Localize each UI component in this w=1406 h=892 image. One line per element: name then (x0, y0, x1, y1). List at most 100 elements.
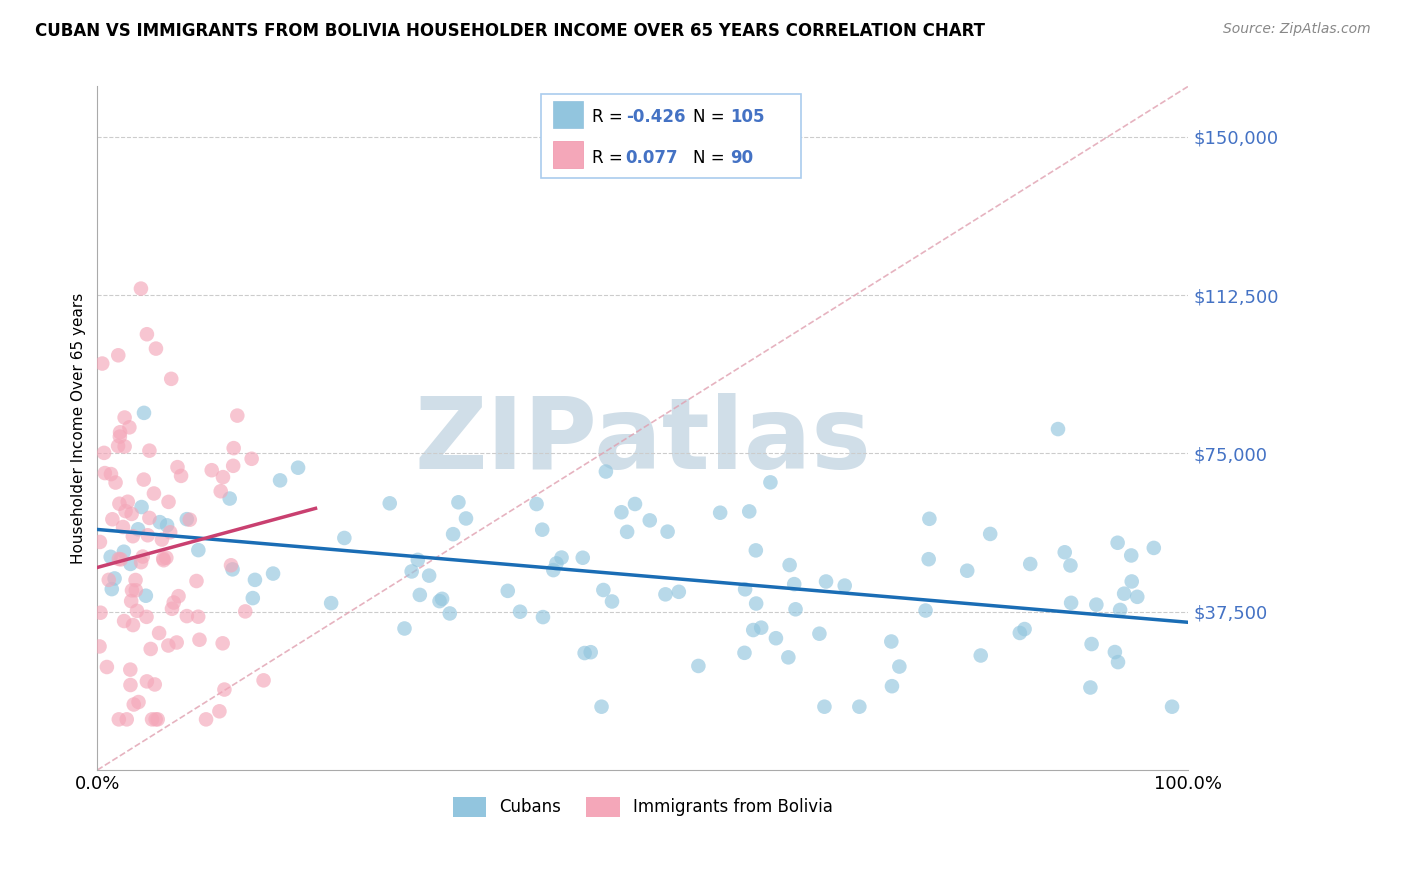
Point (222, 441, 245, 455)
Point (135, 327, 157, 342)
Point (115, 712, 138, 726)
Point (218, 491, 240, 506)
Point (269, 474, 291, 488)
Point (170, 469, 193, 483)
Point (122, 618, 145, 632)
Point (222, 458, 245, 473)
Point (454, 511, 477, 525)
Point (150, 533, 173, 547)
Point (226, 409, 249, 423)
Point (848, 699, 870, 714)
Point (447, 495, 470, 509)
Point (129, 555, 152, 569)
Point (157, 495, 180, 509)
Point (159, 525, 181, 540)
Point (145, 712, 167, 726)
Point (610, 505, 633, 519)
Point (600, 594, 623, 608)
Point (187, 609, 209, 624)
Point (125, 583, 148, 598)
Point (321, 596, 343, 610)
Point (759, 475, 782, 490)
Point (219, 558, 242, 573)
Point (121, 507, 143, 521)
Point (176, 609, 198, 624)
Point (1014, 622, 1036, 636)
Point (785, 602, 807, 616)
Point (765, 631, 787, 645)
Point (111, 520, 134, 534)
Point (429, 594, 451, 608)
Point (574, 646, 596, 660)
Point (654, 587, 676, 601)
Point (120, 678, 142, 692)
Point (120, 663, 142, 677)
Point (1161, 699, 1184, 714)
Point (143, 677, 166, 691)
Point (550, 550, 572, 565)
Point (571, 550, 593, 565)
Point (592, 582, 614, 597)
Point (114, 440, 136, 454)
Point (745, 543, 768, 558)
Point (166, 635, 188, 649)
Text: R =: R = (592, 108, 628, 126)
Point (1059, 558, 1081, 573)
Point (176, 512, 198, 526)
Point (834, 578, 856, 592)
Point (136, 528, 159, 542)
Point (1107, 655, 1129, 669)
Point (813, 699, 835, 714)
Point (135, 610, 157, 624)
Point (208, 704, 231, 718)
Point (138, 511, 160, 525)
Point (104, 475, 127, 490)
Point (624, 497, 647, 511)
Point (531, 610, 554, 624)
Point (139, 642, 162, 657)
Point (1060, 596, 1083, 610)
Point (1080, 637, 1102, 651)
Point (122, 698, 145, 712)
Point (401, 565, 423, 579)
Point (778, 650, 800, 665)
Point (242, 591, 264, 606)
Point (233, 604, 256, 618)
Point (212, 470, 235, 484)
Point (89, 606, 111, 620)
Point (156, 518, 179, 533)
Point (152, 551, 174, 566)
Point (430, 591, 453, 606)
Point (496, 583, 519, 598)
Point (287, 460, 309, 475)
Point (333, 531, 356, 545)
Point (439, 607, 461, 621)
Point (155, 550, 177, 565)
Point (93, 446, 115, 460)
Text: N =: N = (693, 108, 730, 126)
Point (120, 557, 142, 571)
Point (616, 524, 638, 539)
Point (889, 659, 911, 673)
Point (149, 515, 172, 529)
Point (112, 545, 135, 559)
Point (103, 571, 125, 585)
Point (252, 673, 274, 688)
Point (591, 699, 613, 714)
Point (121, 529, 143, 543)
Point (89, 535, 111, 549)
Text: R =: R = (592, 149, 628, 167)
Point (124, 573, 146, 587)
Point (117, 494, 139, 508)
Point (734, 582, 756, 597)
Point (595, 465, 617, 479)
Point (394, 622, 416, 636)
Point (160, 372, 183, 386)
Point (918, 512, 941, 526)
Point (146, 712, 169, 726)
Point (378, 496, 401, 510)
Text: CUBAN VS IMMIGRANTS FROM BOLIVIA HOUSEHOLDER INCOME OVER 65 YEARS CORRELATION CH: CUBAN VS IMMIGRANTS FROM BOLIVIA HOUSEHO… (35, 22, 986, 40)
Point (418, 568, 440, 582)
Point (783, 577, 806, 591)
Point (441, 527, 464, 541)
